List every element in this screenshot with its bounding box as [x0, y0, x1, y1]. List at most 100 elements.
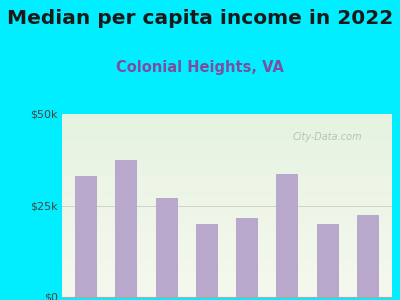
- Bar: [62, 231, 392, 233]
- Bar: [62, 224, 392, 226]
- Bar: [62, 266, 392, 268]
- Bar: [62, 293, 392, 295]
- Bar: [62, 162, 392, 164]
- Bar: [62, 292, 392, 293]
- Bar: [62, 156, 392, 158]
- Bar: [62, 255, 392, 257]
- Bar: [316, 224, 339, 297]
- Bar: [62, 123, 392, 125]
- Bar: [62, 119, 392, 121]
- Bar: [62, 233, 392, 235]
- Bar: [62, 284, 392, 286]
- Bar: [62, 185, 392, 187]
- Bar: [62, 211, 392, 213]
- Bar: [62, 196, 392, 198]
- Bar: [62, 220, 392, 222]
- Bar: [62, 165, 392, 167]
- Bar: [62, 176, 392, 178]
- Bar: [62, 262, 392, 264]
- Bar: [62, 200, 392, 202]
- Bar: [62, 158, 392, 160]
- Bar: [62, 149, 392, 151]
- Bar: [62, 237, 392, 239]
- Bar: [62, 273, 392, 275]
- Bar: [62, 154, 392, 156]
- Bar: [115, 160, 138, 297]
- Bar: [62, 187, 392, 189]
- Bar: [62, 242, 392, 244]
- Bar: [62, 167, 392, 169]
- Bar: [62, 227, 392, 229]
- Bar: [62, 129, 392, 130]
- Bar: [62, 160, 392, 162]
- Bar: [62, 272, 392, 273]
- Bar: [62, 213, 392, 215]
- Bar: [62, 238, 392, 240]
- Bar: [62, 288, 392, 290]
- Bar: [62, 240, 392, 242]
- Bar: [62, 151, 392, 152]
- Bar: [62, 217, 392, 218]
- Bar: [62, 180, 392, 182]
- Bar: [62, 259, 392, 260]
- Bar: [357, 215, 379, 297]
- Text: Median per capita income in 2022: Median per capita income in 2022: [7, 9, 393, 28]
- Bar: [62, 229, 392, 231]
- Bar: [62, 202, 392, 204]
- Bar: [62, 295, 392, 297]
- Bar: [62, 257, 392, 259]
- Bar: [62, 244, 392, 246]
- Bar: [62, 275, 392, 277]
- Bar: [62, 136, 392, 138]
- Bar: [62, 134, 392, 136]
- Bar: [62, 145, 392, 147]
- Bar: [276, 174, 298, 297]
- Bar: [62, 207, 392, 209]
- Bar: [62, 174, 392, 176]
- Bar: [62, 249, 392, 251]
- Bar: [62, 132, 392, 134]
- Bar: [62, 147, 392, 149]
- Bar: [62, 125, 392, 127]
- Bar: [62, 194, 392, 196]
- Bar: [62, 268, 392, 269]
- Bar: [62, 290, 392, 292]
- Bar: [62, 189, 392, 191]
- Bar: [62, 182, 392, 184]
- Bar: [62, 253, 392, 255]
- Bar: [62, 184, 392, 185]
- Bar: [62, 235, 392, 237]
- Bar: [62, 248, 392, 249]
- Bar: [62, 279, 392, 280]
- Bar: [62, 246, 392, 248]
- Bar: [62, 222, 392, 224]
- Bar: [62, 178, 392, 180]
- Bar: [62, 114, 392, 116]
- Bar: [62, 260, 392, 262]
- Bar: [62, 215, 392, 217]
- Bar: [236, 218, 258, 297]
- Bar: [62, 152, 392, 154]
- Bar: [62, 138, 392, 140]
- Text: Colonial Heights, VA: Colonial Heights, VA: [116, 60, 284, 75]
- Bar: [62, 171, 392, 172]
- Bar: [62, 191, 392, 193]
- Bar: [62, 264, 392, 266]
- Bar: [196, 224, 218, 297]
- Bar: [62, 169, 392, 171]
- Bar: [62, 164, 392, 165]
- Bar: [62, 269, 392, 272]
- Bar: [75, 176, 97, 297]
- Bar: [62, 140, 392, 141]
- Bar: [62, 127, 392, 129]
- Text: City-Data.com: City-Data.com: [293, 132, 363, 142]
- Bar: [62, 251, 392, 253]
- Bar: [62, 218, 392, 220]
- Bar: [62, 204, 392, 206]
- Bar: [62, 193, 392, 194]
- Bar: [62, 141, 392, 143]
- Bar: [62, 130, 392, 132]
- Bar: [62, 282, 392, 284]
- Bar: [62, 198, 392, 200]
- Bar: [62, 280, 392, 282]
